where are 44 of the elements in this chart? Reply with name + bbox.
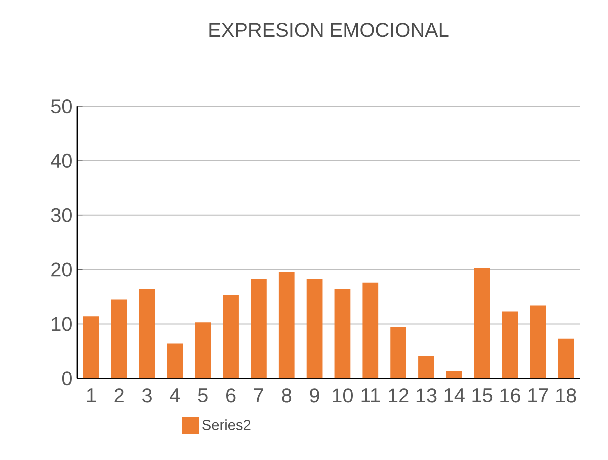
- bar: [530, 306, 546, 379]
- x-tick-label: 18: [556, 388, 576, 403]
- x-tick-label: 4: [170, 388, 180, 402]
- y-tick-label: 50: [51, 100, 72, 114]
- bar: [418, 356, 434, 379]
- legend-label: Series2: [202, 420, 251, 430]
- bar: [502, 312, 518, 379]
- x-tick-label: 5: [198, 388, 208, 403]
- x-tick-label: 1: [87, 388, 96, 402]
- bar: [334, 289, 351, 379]
- bar: [446, 371, 462, 379]
- bar: [558, 338, 574, 379]
- x-tick-label: 15: [472, 388, 493, 403]
- y-tick-label: 20: [52, 262, 72, 277]
- x-tick-label: 13: [416, 388, 437, 403]
- x-tick-label: 3: [142, 388, 152, 403]
- x-tick-label: 12: [389, 388, 409, 403]
- x-tick-label: 9: [310, 388, 320, 403]
- x-tick-label: 6: [226, 388, 236, 403]
- x-tick-label: 8: [282, 388, 292, 403]
- bar: [251, 279, 267, 379]
- y-tick-label: 40: [51, 154, 72, 168]
- x-tick-label: 7: [254, 388, 264, 402]
- bar: [362, 282, 379, 379]
- bar: [111, 300, 128, 379]
- y-tick-label: 10: [52, 317, 72, 332]
- x-tick-label: 2: [114, 388, 124, 403]
- chart-title: EXPRESION EMOCIONAL: [210, 23, 449, 38]
- bar: [474, 268, 490, 379]
- bar: [390, 327, 406, 379]
- y-tick-label: 30: [51, 208, 72, 222]
- x-tick-label: 14: [444, 388, 465, 402]
- bar: [278, 272, 295, 379]
- bar: [306, 279, 323, 379]
- bar: [195, 322, 212, 379]
- y-tick-label: 0: [62, 372, 72, 386]
- bar: [83, 316, 100, 379]
- bar: [167, 344, 184, 379]
- x-tick-label: 10: [333, 388, 354, 403]
- x-tick-label: 17: [528, 388, 548, 402]
- bar: [139, 289, 156, 379]
- x-tick-label: 11: [362, 388, 380, 402]
- bar: [223, 295, 239, 379]
- x-tick-label: 16: [500, 388, 520, 403]
